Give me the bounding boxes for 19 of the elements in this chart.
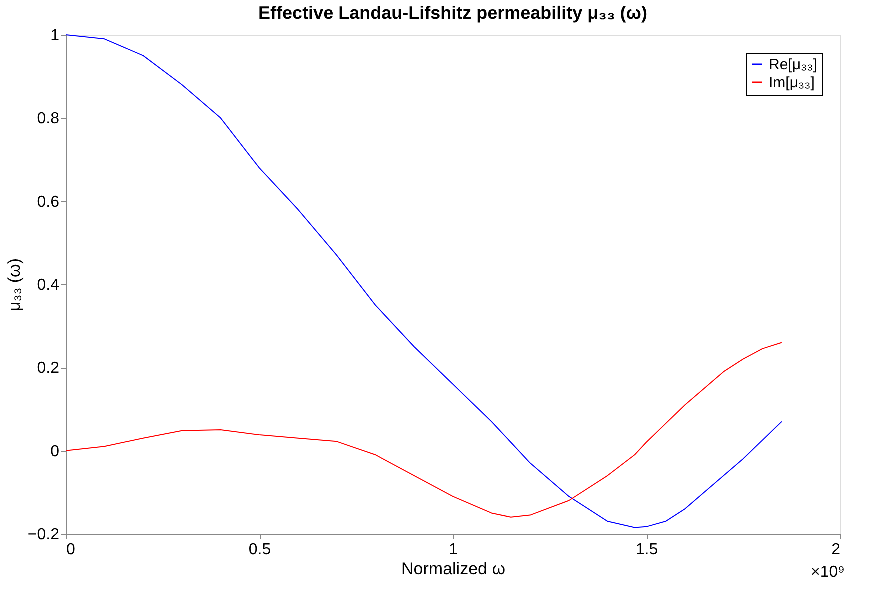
text: ×10⁹ [811, 564, 845, 581]
y-axis-title: μ₃₃ (ω) [4, 258, 24, 312]
y-tick-label: 0.4 [37, 277, 60, 294]
x-axis-title: Normalized ω [402, 560, 506, 578]
y-tick-label: 0.6 [37, 194, 60, 211]
y-tick-label: 0 [50, 443, 60, 460]
line-series [66, 342, 782, 518]
y-tick-label: 0.8 [37, 110, 60, 128]
y-tick-label: 0.2 [37, 360, 60, 378]
y-tick-label: 1 [50, 28, 60, 44]
chart-title: Effective Landau-Lifshitz permeability μ₃₃ (ω) [258, 3, 648, 23]
legend-label: Re[μ₃₃] [769, 56, 818, 74]
y-tick-label: −0.2 [28, 526, 60, 544]
x-tick-label: 0 [66, 542, 76, 558]
x-tick-label: 0.5 [248, 542, 272, 558]
x-tick-label: 1.5 [636, 542, 658, 558]
x-tick-label: 1 [449, 542, 458, 558]
legend-label: Im[μ₃₃] [769, 74, 815, 92]
x-tick-label: 2 [832, 542, 841, 558]
